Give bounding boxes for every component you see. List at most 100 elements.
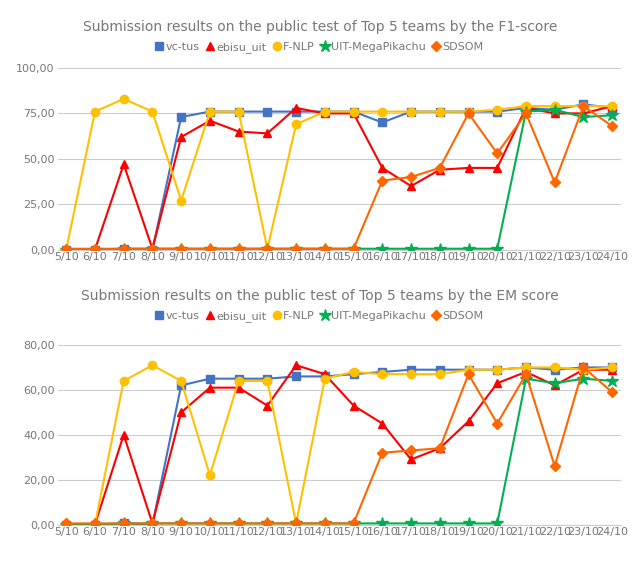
F-NLP [378,371,386,378]
vc-tus [148,246,156,253]
UIT-MegaPikachu [436,520,444,527]
vc-tus [493,366,501,373]
vc-tus [349,371,357,378]
SDSOM [120,520,127,527]
vc-tus [321,108,329,115]
F-NLP [148,108,156,115]
vc-tus [292,373,300,380]
vc-tus [206,108,214,115]
SDSOM [62,520,70,527]
UIT-MegaPikachu [465,245,472,252]
UIT-MegaPikachu [436,245,444,252]
Line: SDSOM: SDSOM [63,103,616,252]
vc-tus [264,375,271,382]
ebisu_uit [62,521,70,528]
UIT-MegaPikachu [206,245,214,252]
UIT-MegaPikachu [120,245,127,252]
Line: F-NLP: F-NLP [62,361,616,528]
F-NLP [609,364,616,371]
ebisu_uit [378,420,386,427]
SDSOM [206,520,214,527]
UIT-MegaPikachu [551,380,559,387]
UIT-MegaPikachu [551,107,559,113]
ebisu_uit [436,445,444,452]
SDSOM [206,245,214,252]
UIT-MegaPikachu [609,112,616,118]
vc-tus [522,104,530,111]
SDSOM [264,245,271,252]
UIT-MegaPikachu [62,246,70,253]
SDSOM [177,520,185,527]
ebisu_uit [235,128,243,135]
SDSOM [436,164,444,171]
SDSOM [349,245,357,252]
F-NLP [120,378,127,384]
UIT-MegaPikachu [493,245,501,252]
F-NLP [349,108,357,115]
ebisu_uit [91,246,99,253]
SDSOM [407,447,415,454]
UIT-MegaPikachu [407,245,415,252]
F-NLP [62,246,70,253]
SDSOM [407,173,415,180]
SDSOM [292,520,300,527]
ebisu_uit [264,402,271,409]
ebisu_uit [264,130,271,137]
vc-tus [120,245,127,252]
SDSOM [436,445,444,452]
SDSOM [148,245,156,252]
UIT-MegaPikachu [235,245,243,252]
F-NLP [580,103,588,109]
SDSOM [62,245,70,252]
SDSOM [522,371,530,378]
ebisu_uit [522,104,530,111]
vc-tus [407,108,415,115]
vc-tus [264,108,271,115]
ebisu_uit [580,366,588,373]
Line: SDSOM: SDSOM [63,364,616,527]
Text: Submission results on the public test of Top 5 teams by the EM score: Submission results on the public test of… [81,289,559,303]
Line: vc-tus: vc-tus [62,100,616,254]
SDSOM [235,520,243,527]
UIT-MegaPikachu [349,520,357,527]
vc-tus [235,108,243,115]
UIT-MegaPikachu [378,245,386,252]
ebisu_uit [522,369,530,375]
F-NLP [522,103,530,109]
vc-tus [551,366,559,373]
F-NLP [177,378,185,384]
UIT-MegaPikachu [177,245,185,252]
ebisu_uit [349,402,357,409]
vc-tus [436,366,444,373]
UIT-MegaPikachu [609,378,616,384]
F-NLP [148,362,156,369]
F-NLP [378,108,386,115]
UIT-MegaPikachu [493,520,501,527]
ebisu_uit [292,104,300,111]
UIT-MegaPikachu [580,375,588,382]
UIT-MegaPikachu [264,245,271,252]
F-NLP [522,364,530,371]
vc-tus [292,108,300,115]
F-NLP [120,95,127,102]
Text: Submission results on the public test of Top 5 teams by the F1-score: Submission results on the public test of… [83,20,557,34]
ebisu_uit [609,103,616,109]
UIT-MegaPikachu [235,520,243,527]
UIT-MegaPikachu [522,375,530,382]
vc-tus [120,520,127,527]
F-NLP [264,245,271,252]
F-NLP [609,103,616,109]
SDSOM [235,245,243,252]
ebisu_uit [120,161,127,168]
ebisu_uit [148,245,156,252]
UIT-MegaPikachu [120,520,127,527]
F-NLP [292,121,300,128]
SDSOM [120,245,127,252]
vc-tus [407,366,415,373]
ebisu_uit [292,362,300,369]
F-NLP [62,521,70,528]
vc-tus [235,375,243,382]
ebisu_uit [493,164,501,171]
ebisu_uit [580,110,588,117]
ebisu_uit [321,371,329,378]
